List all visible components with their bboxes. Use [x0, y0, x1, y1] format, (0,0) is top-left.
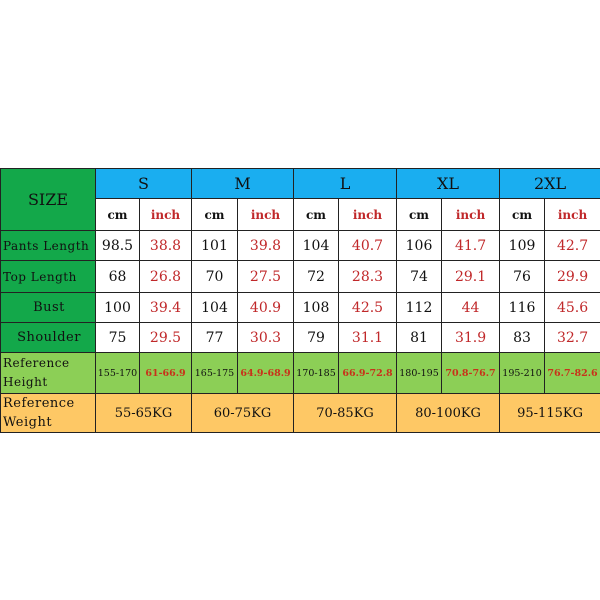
inch-value: 39.8 — [236, 230, 295, 261]
height-cm: 180-195 — [396, 352, 443, 394]
cm-value: 75 — [95, 322, 140, 353]
size-header-row: SIZE S M L XL 2XL — [0, 168, 600, 231]
row-label: Bust — [0, 292, 96, 323]
inch-value: 38.8 — [139, 230, 192, 261]
unit-cm: cm — [191, 198, 238, 231]
row-label: Top Length — [0, 260, 96, 293]
inch-value: 41.7 — [441, 230, 501, 261]
cm-value: 116 — [499, 292, 546, 323]
inch-value: 40.7 — [338, 230, 398, 261]
inch-value: 40.9 — [236, 292, 295, 323]
height-cm: 195-210 — [499, 352, 546, 394]
cm-value: 83 — [499, 322, 546, 353]
cm-value: 98.5 — [95, 230, 140, 261]
weight-value: 80-100KG — [396, 393, 501, 433]
size-header-S: S — [95, 168, 192, 199]
cm-value: 101 — [191, 230, 238, 261]
cm-value: 104 — [293, 230, 340, 261]
inch-value: 39.4 — [139, 292, 192, 323]
inch-value: 28.3 — [338, 260, 398, 293]
inch-value: 44 — [441, 292, 501, 323]
size-header-M: M — [190, 168, 295, 199]
unit-row: cm inch cm inch cm inch cm inch cm inch — [1, 198, 600, 231]
cm-value: 72 — [293, 260, 340, 293]
unit-cm: cm — [396, 198, 443, 231]
inch-value: 31.9 — [441, 322, 501, 353]
height-inch: 76.7-82.6 — [544, 352, 600, 394]
cm-value: 68 — [95, 260, 140, 293]
height-cm: 155-170 — [95, 352, 140, 394]
inch-value: 31.1 — [338, 322, 398, 353]
cm-value: 112 — [396, 292, 443, 323]
cm-value: 100 — [95, 292, 140, 323]
inch-value: 26.8 — [139, 260, 192, 293]
reference-height-row: Reference Height 155-170 61-66.9 165-175 64.… — [0, 352, 600, 394]
inch-value: 29.5 — [139, 322, 192, 353]
measurement-row: Top Length 68 26.8 70 27.5 72 28.3 74 29.1 76 29.9 — [0, 260, 600, 293]
cm-value: 79 — [293, 322, 340, 353]
measurement-row: Shoulder 75 29.5 77 30.3 79 31.1 81 31.9 83 32.7 — [0, 322, 600, 353]
inch-value: 29.1 — [441, 260, 501, 293]
height-cm: 170-185 — [293, 352, 340, 394]
unit-cm: cm — [293, 198, 340, 231]
inch-value: 30.3 — [236, 322, 295, 353]
cm-value: 74 — [396, 260, 443, 293]
unit-inch: inch — [139, 198, 192, 231]
height-inch: 70.8-76.7 — [441, 352, 501, 394]
weight-value: 60-75KG — [190, 393, 295, 433]
unit-inch: inch — [441, 198, 501, 231]
size-header-L: L — [293, 168, 398, 199]
size-corner-label: SIZE — [0, 168, 96, 231]
inch-value: 27.5 — [236, 260, 295, 293]
row-label: Pants Length — [0, 230, 96, 261]
weight-value: 70-85KG — [293, 393, 398, 433]
unit-inch: inch — [338, 198, 398, 231]
reference-weight-label: Reference Weight — [0, 393, 96, 433]
measurement-row: Bust 100 39.4 104 40.9 108 42.5 112 44 116 45.6 — [0, 292, 600, 323]
inch-value: 42.5 — [338, 292, 398, 323]
inch-value: 42.7 — [544, 230, 600, 261]
height-inch: 66.9-72.8 — [338, 352, 398, 394]
size-header-2XL: 2XL — [499, 168, 600, 199]
cm-value: 104 — [191, 292, 238, 323]
size-chart-table: SIZE S M L XL 2XL cm inch cm inch cm inch cm inch cm in… — [0, 168, 600, 433]
height-cm: 165-175 — [191, 352, 238, 394]
measurement-row: Pants Length 98.5 38.8 101 39.8 104 40.7 106 41.… — [0, 230, 600, 261]
inch-value: 29.9 — [544, 260, 600, 293]
cm-value: 109 — [499, 230, 546, 261]
cm-value: 108 — [293, 292, 340, 323]
cm-value: 106 — [396, 230, 443, 261]
unit-inch: inch — [236, 198, 295, 231]
row-label: Shoulder — [0, 322, 96, 353]
cm-value: 81 — [396, 322, 443, 353]
inch-value: 32.7 — [544, 322, 600, 353]
height-inch: 61-66.9 — [139, 352, 192, 394]
cm-value: 76 — [499, 260, 546, 293]
unit-cm: cm — [499, 198, 546, 231]
cm-value: 77 — [191, 322, 238, 353]
unit-cm: cm — [95, 198, 140, 231]
size-header-XL: XL — [396, 168, 501, 199]
reference-weight-row: Reference Weight 55-65KG 60-75KG 70-85KG 80-… — [0, 393, 600, 433]
reference-height-label: Reference Height — [0, 352, 96, 394]
inch-value: 45.6 — [544, 292, 600, 323]
height-inch: 64.9-68.9 — [236, 352, 295, 394]
weight-value: 95-115KG — [499, 393, 600, 433]
weight-value: 55-65KG — [95, 393, 192, 433]
cm-value: 70 — [191, 260, 238, 293]
unit-inch: inch — [544, 198, 600, 231]
